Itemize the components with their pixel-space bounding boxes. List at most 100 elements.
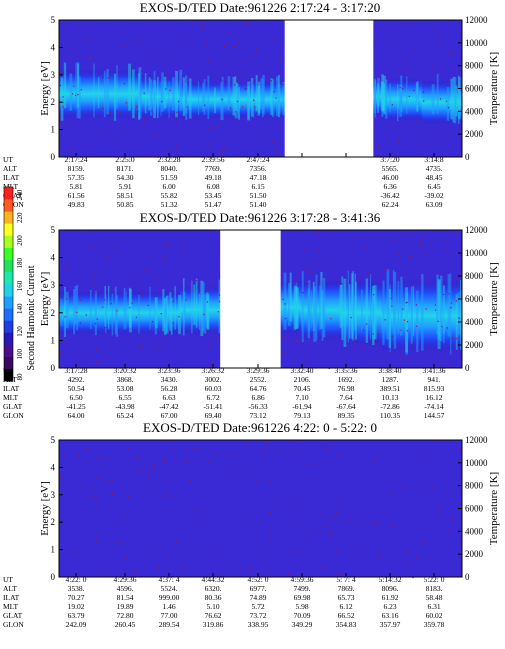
intensity-streak: [275, 76, 279, 117]
intensity-streak: [64, 286, 66, 337]
ephemeris-value: 389.51: [380, 384, 401, 393]
noise-speckle: [434, 309, 437, 311]
ephemeris-value: 3:23:36: [158, 366, 181, 375]
noise-speckle: [460, 447, 462, 450]
noise-speckle: [300, 522, 302, 524]
noise-speckle: [252, 551, 254, 553]
intensity-streak: [160, 81, 162, 117]
noise-speckle: [141, 70, 143, 72]
noise-speckle: [272, 76, 274, 78]
y-tick-label: 5: [51, 225, 56, 235]
noise-speckle: [186, 449, 188, 451]
ephemeris-value: 3:17:28: [65, 366, 88, 375]
noise-speckle: [59, 84, 62, 87]
noise-speckle: [243, 61, 245, 63]
noise-speckle: [402, 278, 404, 280]
ephemeris-value: 6.08: [206, 182, 219, 191]
noise-speckle: [216, 42, 218, 44]
noise-speckle: [307, 283, 310, 285]
y2-tick-label: 4000: [465, 526, 484, 536]
noise-speckle: [398, 251, 400, 254]
ephemeris-value: 4:44:32: [202, 575, 225, 584]
ephemeris-value: 2:17:24: [65, 155, 88, 164]
noise-speckle: [98, 361, 100, 364]
intensity-streak: [113, 73, 117, 121]
noise-speckle: [431, 52, 433, 54]
ephemeris-value: 69.98: [294, 593, 311, 602]
ephemeris-value: 4:59:36: [291, 575, 314, 584]
intensity-streak: [198, 293, 200, 330]
noise-speckle: [404, 276, 407, 278]
colorbar-segment: [4, 211, 13, 224]
noise-speckle: [447, 107, 449, 109]
noise-speckle: [169, 89, 171, 92]
ephemeris-value: 65.24: [117, 411, 134, 420]
noise-speckle: [421, 238, 423, 240]
ephemeris-value: -74.14: [424, 402, 444, 411]
noise-speckle: [299, 549, 301, 551]
noise-speckle: [128, 23, 131, 25]
noise-speckle: [371, 461, 373, 463]
intensity-streak: [172, 77, 175, 111]
noise-speckle: [391, 29, 393, 31]
noise-speckle: [278, 571, 281, 573]
noise-speckle: [90, 144, 92, 147]
noise-speckle: [335, 511, 338, 513]
noise-speckle: [186, 461, 188, 463]
ephemeris-value: 3:38:40: [379, 366, 402, 375]
noise-speckle: [425, 131, 427, 133]
noise-speckle: [207, 286, 209, 289]
noise-speckle: [59, 477, 62, 479]
noise-speckle: [441, 514, 443, 516]
intensity-streak: [255, 75, 258, 112]
ephemeris-row-label: MLT: [3, 393, 19, 402]
noise-speckle: [166, 510, 169, 512]
intensity-streak: [406, 76, 408, 114]
noise-speckle: [445, 100, 448, 103]
noise-speckle: [206, 516, 209, 518]
noise-speckle: [160, 543, 162, 545]
noise-speckle: [260, 504, 263, 506]
noise-speckle: [268, 24, 271, 26]
noise-speckle: [175, 542, 177, 544]
noise-speckle: [427, 557, 430, 559]
colorbar-segment: [4, 235, 13, 248]
noise-speckle: [366, 323, 368, 325]
noise-speckle: [448, 366, 450, 368]
ephemeris-value: 7.10: [295, 393, 308, 402]
noise-speckle: [160, 230, 163, 233]
ephemeris-value: 63.16: [382, 611, 399, 620]
noise-speckle: [110, 505, 113, 508]
ephemeris-value: 76.62: [205, 611, 222, 620]
ephemeris-value: 8171.: [117, 164, 134, 173]
intensity-streak: [236, 82, 238, 113]
noise-speckle: [362, 550, 364, 552]
ephemeris-value: 4:37: 4: [158, 575, 179, 584]
noise-speckle: [420, 456, 422, 458]
ephemeris-row-label: UT: [3, 155, 13, 164]
noise-speckle: [255, 49, 258, 51]
noise-speckle: [156, 524, 159, 526]
noise-speckle: [390, 297, 392, 299]
noise-speckle: [409, 256, 412, 258]
ephemeris-value: 69.40: [205, 411, 222, 420]
colorbar-segment: [4, 368, 13, 382]
noise-speckle: [382, 235, 384, 237]
ephemeris-value: 77.00: [161, 611, 178, 620]
noise-speckle: [423, 541, 425, 543]
y2-tick-label: 0: [465, 152, 470, 162]
ephemeris-value: 6.12: [339, 602, 352, 611]
noise-speckle: [420, 526, 422, 528]
intensity-streak: [458, 77, 461, 120]
ephemeris-row-label: ALT: [3, 584, 17, 593]
noise-speckle: [176, 111, 178, 113]
noise-speckle: [425, 358, 427, 361]
colorbar-segment: [4, 332, 13, 345]
noise-speckle: [387, 550, 390, 552]
noise-speckle: [240, 474, 242, 476]
noise-speckle: [108, 242, 111, 244]
intensity-streak: [454, 76, 457, 124]
ephemeris-value: 6.72: [206, 393, 219, 402]
noise-speckle: [436, 142, 439, 144]
ephemeris-row-label: GLON: [3, 411, 24, 420]
